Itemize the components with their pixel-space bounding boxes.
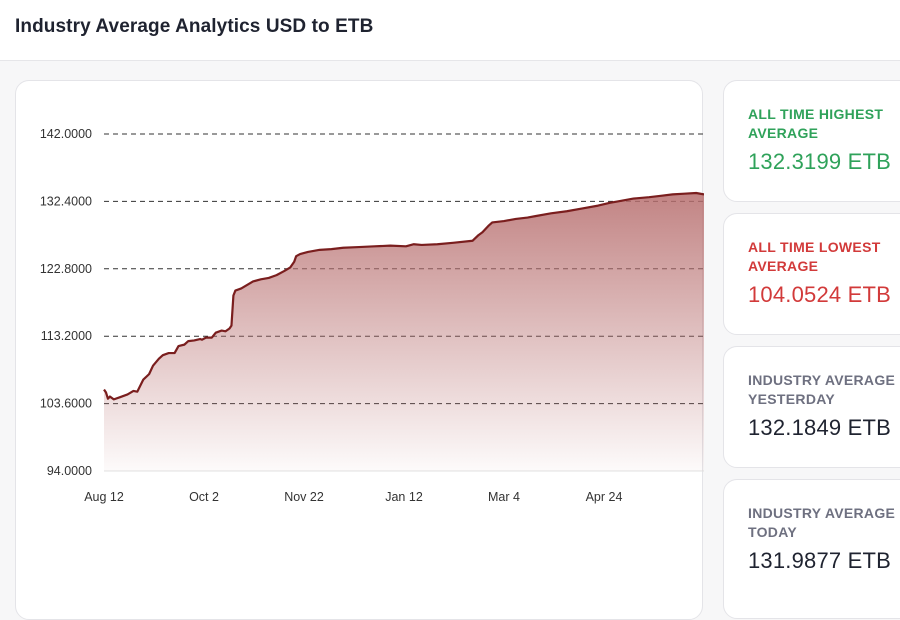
x-tick-label: Nov 22 [284,490,324,504]
highest-average-value: 132.3199 ETB [748,149,892,174]
highest-average-label: ALL TIME HIGHEST AVERAGE [748,106,884,141]
today-average-card: INDUSTRY AVERAGE TODAY 131.9877 ETB [723,479,900,619]
y-tick-label: 122.8000 [40,262,92,276]
series-line [103,191,704,401]
yesterday-average-card: INDUSTRY AVERAGE YESTERDAY 132.1849 ETB [723,346,900,468]
today-average-value: 131.9877 ETB [748,548,892,573]
x-tick-label: Apr 24 [586,490,623,504]
lowest-average-label: ALL TIME LOWEST AVERAGE [748,239,881,274]
exchange-rate-chart: 94.0000 103.6000 113.2000 122.8000 132.4000 1… [40,127,704,504]
highest-average-card: ALL TIME HIGHEST AVERAGE 132.3199 ETB [723,80,900,202]
y-tick-label: 94.0000 [47,464,92,478]
lowest-average-card: ALL TIME LOWEST AVERAGE 104.0524 ETB [723,213,900,335]
x-tick-label: Mar 4 [488,490,520,504]
y-tick-label: 113.2000 [41,329,92,343]
y-tick-label: 132.4000 [40,194,92,208]
y-tick-label: 103.6000 [40,397,92,411]
x-tick-label: Jan 12 [385,490,423,504]
page-header: Industry Average Analytics USD to ETB [0,0,900,61]
x-tick-label: Oct 2 [189,490,219,504]
page-title: Industry Average Analytics USD to ETB [15,16,374,37]
lowest-average-value: 104.0524 ETB [748,282,892,307]
yesterday-average-label: INDUSTRY AVERAGE YESTERDAY [748,372,896,407]
area-fill [104,192,704,471]
y-tick-label: 142.0000 [40,127,92,141]
yesterday-average-value: 132.1849 ETB [748,415,892,440]
chart-card: 94.0000 103.6000 113.2000 122.8000 132.4000 1… [15,80,704,620]
x-tick-label: Aug 12 [84,490,124,504]
today-average-label: INDUSTRY AVERAGE TODAY [748,505,896,540]
